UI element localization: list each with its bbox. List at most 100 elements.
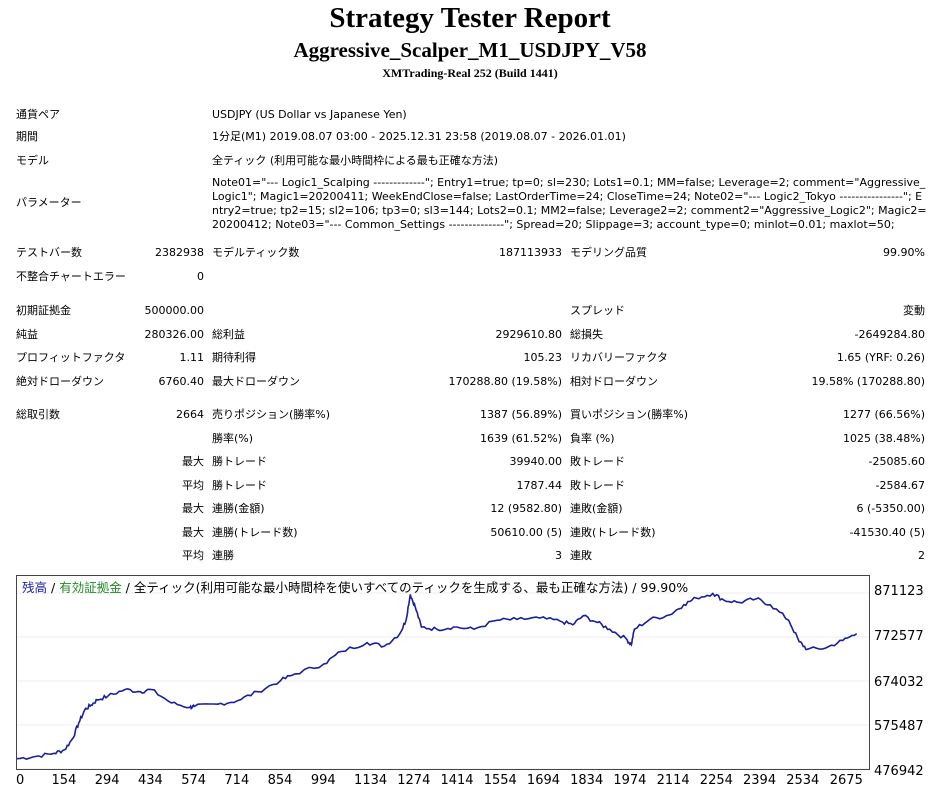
params-value: Note01="--- Logic1_Scalping ------------… (212, 176, 927, 231)
avg-win-value: 1787.44 (516, 479, 563, 492)
x-tick-label: 1134 (354, 773, 388, 788)
net-profit-value: 280326.00 (144, 328, 205, 341)
ticks-value: 187113933 (499, 246, 562, 259)
max-cons-losses-value: 6 (-5350.00) (856, 502, 925, 515)
y-tick-label: 772577 (874, 629, 924, 644)
legend-equity: 有効証拠金 (59, 580, 122, 595)
balance-line (17, 592, 858, 760)
y-tick-label: 575487 (874, 719, 924, 734)
largest-loss-label: 敗トレード (570, 455, 625, 468)
profit-factor-label: プロフィットファクタ (16, 351, 126, 364)
avg-word: 平均 (182, 479, 204, 492)
avg-cons-losses-value: 2 (918, 549, 925, 562)
spread-label: スプレッド (570, 304, 625, 317)
x-tick-label: 2394 (743, 773, 777, 788)
model-value: 全ティック (利用可能な最小時間枠による最も正確な方法) (212, 154, 499, 167)
max-cons-profit-value: 50610.00 (5) (490, 526, 562, 539)
x-tick-label: 154 (51, 773, 77, 788)
x-tick-label: 2534 (786, 773, 820, 788)
max-drawdown-label: 最大ドローダウン (212, 375, 300, 388)
x-tick-label: 2675 (829, 773, 863, 788)
win-rate-value: 1639 (61.52%) (479, 432, 562, 445)
quality-label: モデリング品質 (570, 246, 647, 259)
gross-loss-value: -2649284.80 (854, 328, 925, 341)
deposit-label: 初期証拠金 (16, 304, 71, 317)
y-tick-label: 476942 (874, 764, 924, 779)
avg-loss-label: 敗トレード (570, 479, 625, 492)
x-tick-label: 1554 (483, 773, 517, 788)
net-profit-label: 純益 (16, 328, 38, 341)
max-cons-profit-label: 連勝(トレード数) (212, 526, 298, 539)
largest-win-label: 勝トレード (212, 455, 267, 468)
x-tick-label: 2254 (699, 773, 733, 788)
symbol-value: USDJPY (US Dollar vs Japanese Yen) (212, 108, 407, 121)
avg-loss-value: -2584.67 (875, 479, 925, 492)
gross-profit-label: 総利益 (212, 328, 245, 341)
x-tick-label: 0 (16, 773, 25, 788)
legend-separator: / (121, 580, 134, 595)
model-label: モデル (16, 154, 49, 167)
max-word: 最大 (182, 455, 204, 468)
x-tick-label: 294 (94, 773, 120, 788)
total-trades-value: 2664 (176, 408, 204, 421)
y-tick-label: 674032 (874, 675, 924, 690)
x-tick-label: 1834 (570, 773, 604, 788)
avg-cons-losses-label: 連敗 (570, 549, 592, 562)
profit-factor-value: 1.11 (179, 351, 205, 364)
loss-rate-label: 負率 (%) (570, 432, 615, 445)
x-tick-label: 714 (224, 773, 250, 788)
loss-rate-value: 1025 (38.48%) (842, 432, 925, 445)
gross-loss-label: 総損失 (570, 328, 603, 341)
ticks-label: モデルティック数 (212, 246, 300, 259)
symbol-label: 通貨ペア (16, 108, 60, 121)
legend-balance: 残高 (22, 580, 48, 595)
balance-chart (16, 575, 870, 770)
avg-win-label: 勝トレード (212, 479, 267, 492)
balance-chart-svg (17, 592, 869, 769)
abs-drawdown-value: 6760.40 (158, 375, 205, 388)
chart-legend: 残高 / 有効証拠金 / 全ティック(利用可能な最小時間枠を使いすべてのティック… (22, 577, 688, 596)
win-rate-label: 勝率(%) (212, 432, 254, 445)
rel-drawdown-label: 相対ドローダウン (570, 375, 658, 388)
x-tick-label: 434 (137, 773, 163, 788)
long-positions-label: 買いポジション(勝率%) (570, 408, 689, 421)
expert-name: Aggressive_Scalper_M1_USDJPY_V58 (293, 38, 647, 62)
legend-model-info: 全ティック(利用可能な最小時間枠を使いすべてのティックを生成する、最も正確な方法… (133, 580, 689, 595)
largest-loss-value: -25085.60 (868, 455, 925, 468)
gross-profit-value: 2929610.80 (495, 328, 562, 341)
max-cons-loss-value: -41530.40 (5) (849, 526, 925, 539)
x-tick-label: 1974 (613, 773, 647, 788)
max-cons-loss-label: 連敗(トレード数) (570, 526, 656, 539)
x-tick-label: 1694 (526, 773, 561, 788)
y-tick-label: 871123 (874, 584, 924, 599)
x-tick-label: 854 (267, 773, 293, 788)
mismatch-label: 不整合チャートエラー (16, 270, 126, 283)
mismatch-value: 0 (197, 270, 204, 283)
long-positions-value: 1277 (66.56%) (842, 408, 925, 421)
abs-drawdown-label: 絶対ドローダウン (16, 375, 104, 388)
rel-drawdown-value: 19.58% (170288.80) (811, 375, 925, 388)
max-cons-wins-value: 12 (9582.80) (490, 502, 562, 515)
period-label: 期間 (16, 130, 38, 143)
quality-value: 99.90% (883, 246, 925, 259)
short-positions-value: 1387 (56.89%) (479, 408, 562, 421)
max-drawdown-value: 170288.80 (19.58%) (448, 375, 562, 388)
recovery-factor-value: 1.65 (YRF: 0.26) (836, 351, 925, 364)
x-tick-label: 574 (181, 773, 207, 788)
expected-payoff-label: 期待利得 (212, 351, 256, 364)
expected-payoff-value: 105.23 (523, 351, 563, 364)
max-cons-wins-label: 連勝(金額) (212, 502, 265, 515)
max-word: 最大 (182, 502, 204, 515)
avg-cons-wins-label: 連勝 (212, 549, 234, 562)
max-word: 最大 (182, 526, 204, 539)
x-tick-label: 2114 (656, 773, 690, 788)
total-trades-label: 総取引数 (16, 408, 60, 421)
recovery-factor-label: リカバリーファクタ (570, 351, 668, 364)
server-build: XMTrading-Real 252 (Build 1441) (382, 66, 558, 80)
x-tick-label: 994 (310, 773, 336, 788)
params-label: パラメーター (16, 196, 82, 209)
legend-separator: / (47, 580, 60, 595)
report-title: Strategy Tester Report (329, 2, 611, 34)
spread-value: 変動 (903, 304, 925, 317)
x-tick-label: 1274 (397, 773, 431, 788)
